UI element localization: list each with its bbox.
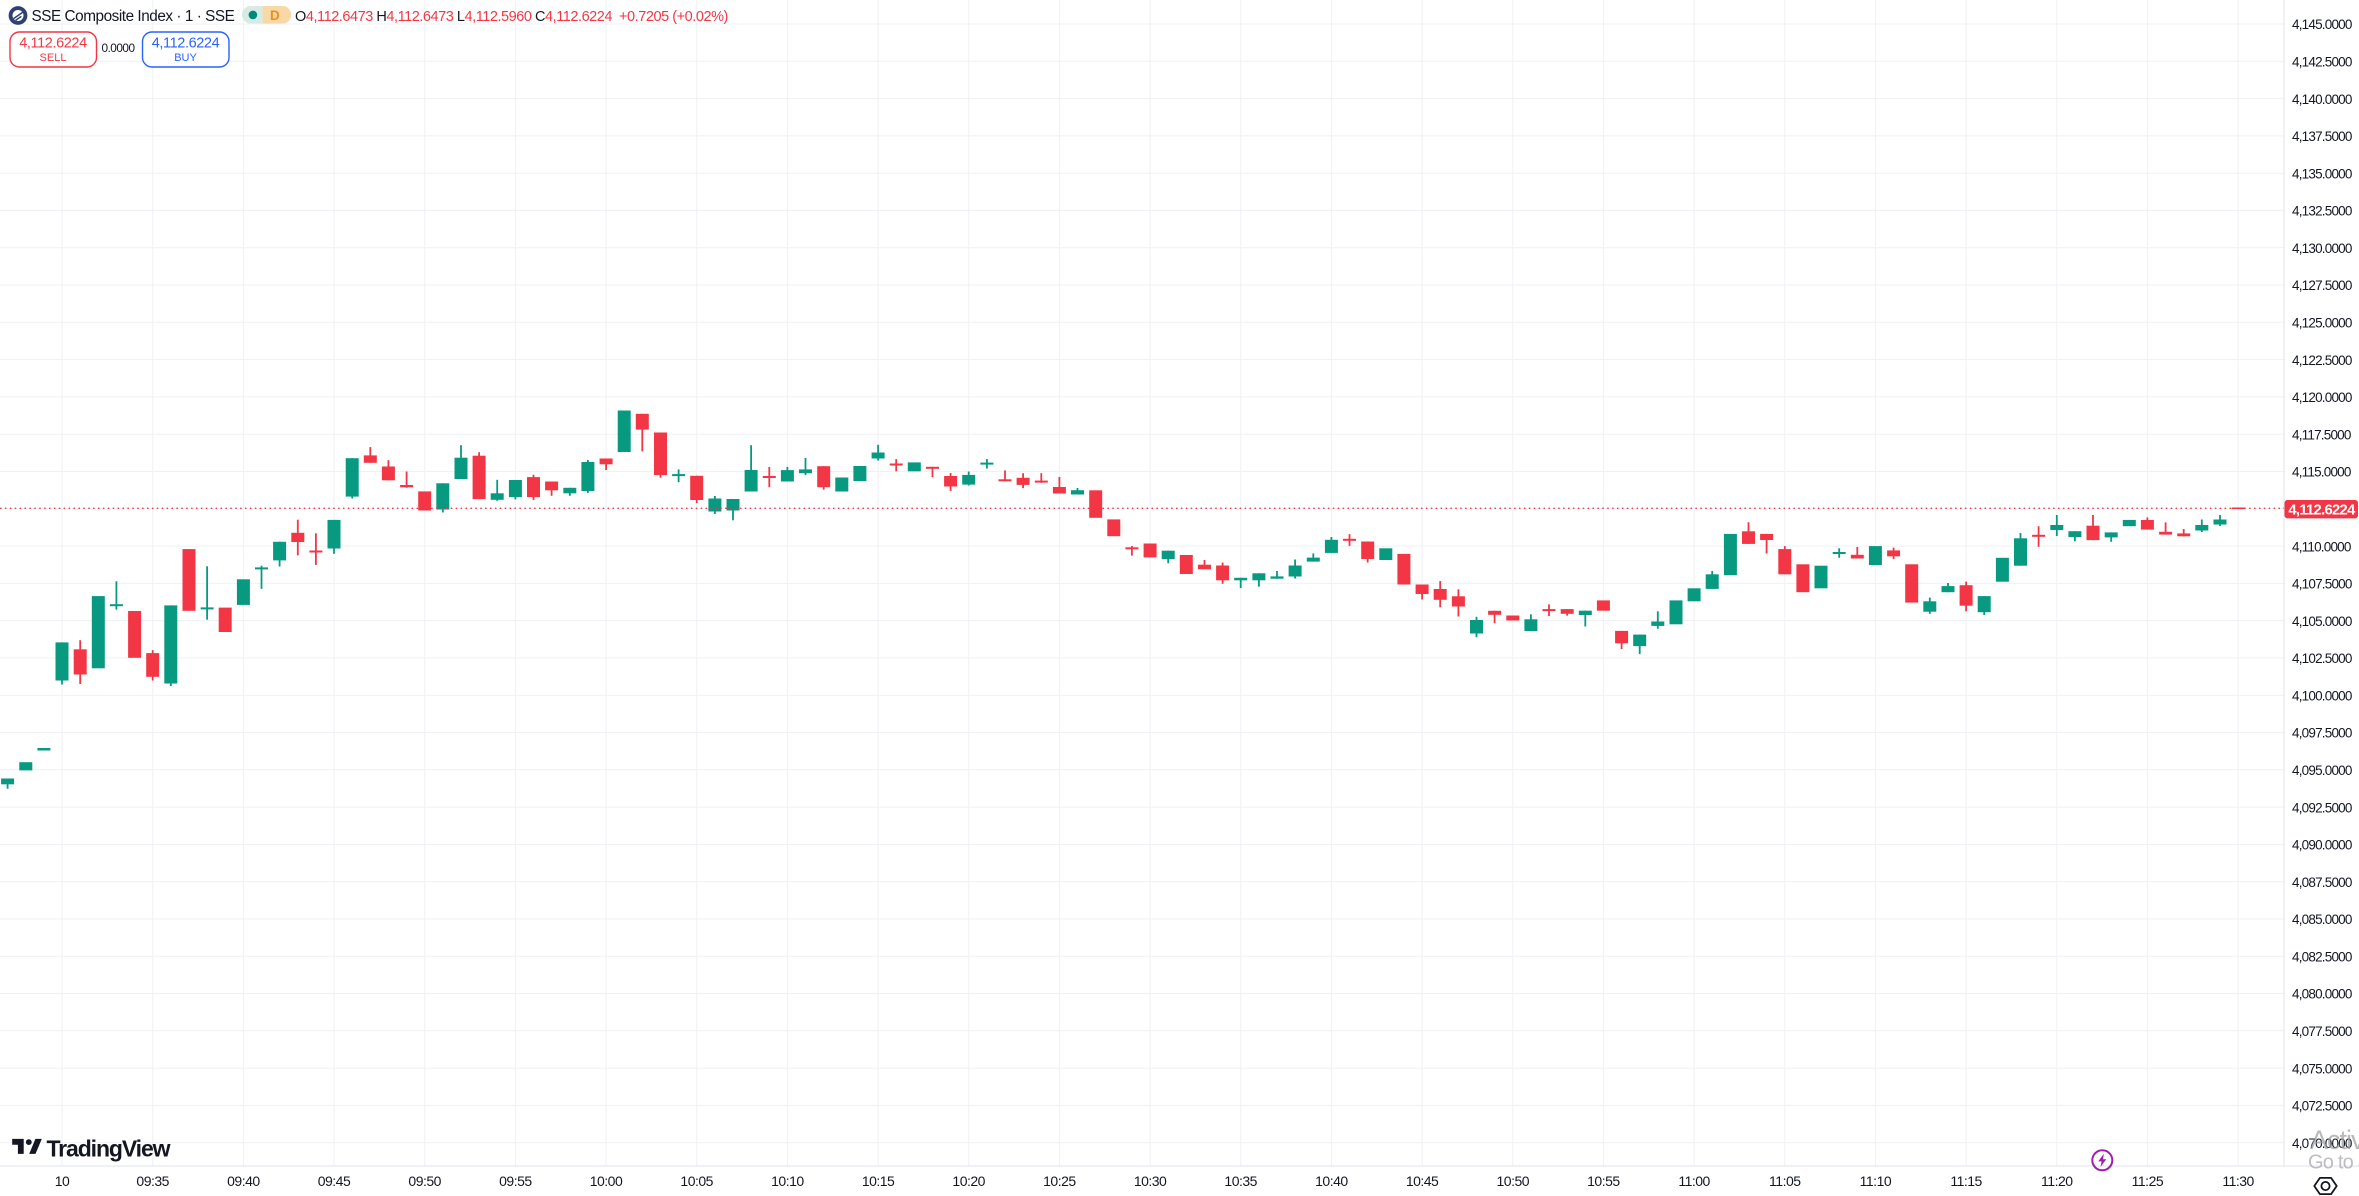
svg-text:D: D xyxy=(270,8,280,23)
svg-text:Activ: Activ xyxy=(2310,1125,2359,1155)
svg-text:4,130.0000: 4,130.0000 xyxy=(2292,241,2352,256)
svg-text:4,075.0000: 4,075.0000 xyxy=(2292,1061,2352,1076)
svg-text:4,107.5000: 4,107.5000 xyxy=(2292,577,2352,592)
svg-text:10:20: 10:20 xyxy=(952,1173,985,1189)
svg-text:10:50: 10:50 xyxy=(1497,1173,1530,1189)
svg-text:4,142.5000: 4,142.5000 xyxy=(2292,55,2352,70)
svg-text:4,112.6224: 4,112.6224 xyxy=(19,36,87,52)
svg-text:4,132.5000: 4,132.5000 xyxy=(2292,204,2352,219)
svg-text:4,117.5000: 4,117.5000 xyxy=(2292,427,2351,442)
svg-text:11:05: 11:05 xyxy=(1769,1173,1801,1189)
svg-text:4,137.5000: 4,137.5000 xyxy=(2292,129,2352,144)
svg-text:4,080.0000: 4,080.0000 xyxy=(2292,987,2352,1002)
svg-text:10:10: 10:10 xyxy=(771,1173,804,1189)
svg-text:11:25: 11:25 xyxy=(2132,1173,2164,1189)
svg-text:4,125.0000: 4,125.0000 xyxy=(2292,316,2352,331)
svg-text:4,100.0000: 4,100.0000 xyxy=(2292,688,2352,703)
svg-text:Go to S: Go to S xyxy=(2308,1152,2359,1174)
svg-text:4,140.0000: 4,140.0000 xyxy=(2292,92,2352,107)
svg-text:10: 10 xyxy=(55,1173,70,1189)
svg-text:TradingView: TradingView xyxy=(47,1136,171,1162)
svg-text:4,092.5000: 4,092.5000 xyxy=(2292,800,2352,815)
svg-text:09:55: 09:55 xyxy=(499,1173,532,1189)
svg-text:BUY: BUY xyxy=(174,52,197,64)
svg-text:4,122.5000: 4,122.5000 xyxy=(2292,353,2352,368)
svg-text:SSE Composite Index · 1 · SSE: SSE Composite Index · 1 · SSE xyxy=(32,8,235,25)
svg-text:SELL: SELL xyxy=(40,52,67,64)
svg-text:11:10: 11:10 xyxy=(1860,1173,1892,1189)
svg-text:4,135.0000: 4,135.0000 xyxy=(2292,166,2352,181)
svg-text:4,120.0000: 4,120.0000 xyxy=(2292,390,2352,405)
svg-text:10:35: 10:35 xyxy=(1224,1173,1257,1189)
svg-text:11:00: 11:00 xyxy=(1678,1173,1710,1189)
svg-text:11:15: 11:15 xyxy=(1950,1173,1982,1189)
svg-text:11:20: 11:20 xyxy=(2041,1173,2073,1189)
svg-text:4,090.0000: 4,090.0000 xyxy=(2292,838,2352,853)
svg-text:4,070.0000: 4,070.0000 xyxy=(2292,1136,2352,1151)
svg-text:10:55: 10:55 xyxy=(1587,1173,1620,1189)
svg-text:4,097.5000: 4,097.5000 xyxy=(2292,726,2352,741)
svg-text:4,102.5000: 4,102.5000 xyxy=(2292,651,2352,666)
svg-text:4,145.0000: 4,145.0000 xyxy=(2292,17,2352,32)
svg-text:11:30: 11:30 xyxy=(2222,1173,2254,1189)
svg-text:10:25: 10:25 xyxy=(1043,1173,1076,1189)
svg-text:10:00: 10:00 xyxy=(590,1173,623,1189)
svg-text:10:40: 10:40 xyxy=(1315,1173,1348,1189)
svg-text:4,112.6224: 4,112.6224 xyxy=(2288,503,2356,519)
svg-text:10:30: 10:30 xyxy=(1134,1173,1167,1189)
svg-text:4,077.5000: 4,077.5000 xyxy=(2292,1024,2352,1039)
svg-text:4,105.0000: 4,105.0000 xyxy=(2292,614,2352,629)
svg-text:4,127.5000: 4,127.5000 xyxy=(2292,278,2352,293)
svg-text:4,072.5000: 4,072.5000 xyxy=(2292,1099,2352,1114)
svg-text:10:45: 10:45 xyxy=(1406,1173,1439,1189)
svg-text:09:40: 09:40 xyxy=(227,1173,260,1189)
svg-text:4,115.0000: 4,115.0000 xyxy=(2292,465,2351,480)
svg-text:09:50: 09:50 xyxy=(408,1173,441,1189)
svg-text:4,087.5000: 4,087.5000 xyxy=(2292,875,2352,890)
svg-text:10:15: 10:15 xyxy=(862,1173,895,1189)
svg-text:0.0000: 0.0000 xyxy=(101,41,135,55)
svg-text:09:35: 09:35 xyxy=(136,1173,169,1189)
svg-text:4,110.0000: 4,110.0000 xyxy=(2292,539,2351,554)
svg-text:4,095.0000: 4,095.0000 xyxy=(2292,763,2352,778)
svg-text:10:05: 10:05 xyxy=(680,1173,713,1189)
svg-text:09:45: 09:45 xyxy=(318,1173,351,1189)
svg-text:4,112.6224: 4,112.6224 xyxy=(152,36,220,52)
svg-text:4,085.0000: 4,085.0000 xyxy=(2292,912,2352,927)
svg-text:4,082.5000: 4,082.5000 xyxy=(2292,950,2352,965)
